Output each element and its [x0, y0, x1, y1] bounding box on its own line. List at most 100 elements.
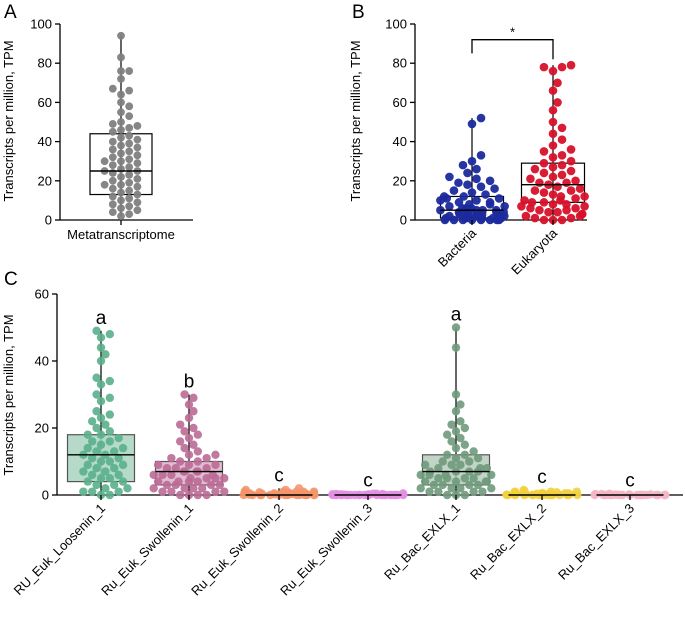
panel-c-group-letter: b	[184, 372, 195, 393]
panel-a-data-point	[125, 87, 133, 95]
panel-a-y-tick-label: 40	[38, 134, 52, 149]
panel-c-data-point	[114, 434, 122, 442]
panel-a-data-point	[109, 146, 117, 154]
panel-c-data-point	[185, 461, 193, 469]
panel-b-data-point	[454, 178, 463, 187]
panel-b-data-point	[481, 190, 490, 199]
panel-c-data-point	[92, 374, 100, 382]
panel-c-data-point	[452, 390, 460, 398]
panel-c-y-tick-label: 20	[35, 421, 49, 436]
panel-a-data-point	[125, 102, 133, 110]
panel-b-data-point	[477, 151, 486, 160]
panel-a-data-point	[133, 191, 141, 199]
panel-a-data-point	[133, 175, 141, 183]
panel-a-data-point	[117, 118, 125, 126]
panel-a-data-point	[109, 169, 117, 177]
panel-b-data-point	[549, 173, 558, 182]
panel-c-y-tick-label: 0	[42, 488, 49, 503]
panel-c-category-label: Ru_Bac_EXLX_1	[381, 501, 463, 583]
panel-c-category-label: Ru_Bac_EXLX_2	[467, 501, 549, 583]
panel-b-data-point	[553, 79, 562, 88]
panel-b-data-point	[571, 177, 580, 186]
panel-b-data-point	[549, 129, 558, 138]
panel-c-data-point	[295, 484, 303, 492]
panel-b-data-point	[549, 141, 558, 150]
panel-c-data-point	[434, 474, 442, 482]
panel-c-data-point	[211, 461, 219, 469]
panel-a-data-point	[133, 159, 141, 167]
panel-c-category-label: RU_Euk_Loosenin_1	[11, 501, 108, 598]
panel-b-data-point	[531, 186, 540, 195]
panel-a-y-tick-label: 20	[38, 173, 52, 188]
panel-a-data-point	[109, 120, 117, 128]
panel-b-y-tick-label: 0	[400, 213, 407, 228]
panel-a-data-point	[109, 161, 117, 169]
panel-a-data-point	[117, 204, 125, 212]
panel-c: C Transcripts per million, TPM 0204060RU…	[1, 269, 683, 599]
panel-a-data-point	[125, 112, 133, 120]
panel-a-data-point	[117, 165, 125, 173]
panel-b-data-point	[520, 196, 529, 205]
panel-b-data-point	[495, 194, 504, 203]
panel-c-data-point	[281, 486, 289, 494]
panel-a-data-point	[117, 212, 125, 220]
panel-b-data-point	[544, 208, 553, 217]
panel-a-data-point	[125, 210, 133, 218]
panel-b-data-point	[540, 198, 549, 207]
panel-b-data-point	[549, 190, 558, 199]
panel-label-c: C	[4, 269, 18, 290]
panel-b-data-point	[490, 184, 499, 193]
panel-c-data-point	[443, 431, 451, 439]
panel-c-data-point	[242, 486, 250, 494]
panel-b-data-point	[440, 192, 449, 201]
panel-b-data-point	[567, 61, 576, 70]
panel-b-data-point	[567, 157, 576, 166]
panel-b-category-label: Eukaryota	[508, 225, 561, 278]
panel-c-data-point	[176, 457, 184, 465]
panel-a-data-point	[109, 153, 117, 161]
panel-a-data-point	[125, 202, 133, 210]
panel-b-data-point	[459, 192, 468, 201]
panel-a-data-point	[125, 179, 133, 187]
panel-c-data-point	[119, 444, 127, 452]
panel-b-data-point	[549, 118, 558, 127]
panel-a-data-point	[117, 67, 125, 75]
panel-b-data-point	[553, 208, 562, 217]
panel-c-data-point	[167, 454, 175, 462]
panel-c-data-point	[154, 461, 162, 469]
panel-b-y-tick-label: 60	[393, 95, 407, 110]
panel-b-data-point	[486, 177, 495, 186]
panel-b-data-point	[540, 147, 549, 156]
panel-a-data-point	[133, 206, 141, 214]
panel-a-data-point	[109, 185, 117, 193]
panel-c-data-point	[270, 489, 278, 497]
panel-c-data-point	[597, 490, 605, 498]
panel-b-data-point	[549, 86, 558, 95]
panel-a-y-tick-label: 100	[30, 17, 52, 32]
panel-b-data-point	[463, 180, 472, 189]
panel-c-data-point	[97, 441, 105, 449]
panel-b-data-point	[472, 196, 481, 205]
panel-c-data-point	[174, 477, 182, 485]
panel-a-category-label: Metatranscriptome	[67, 227, 175, 242]
panel-c-data-point	[399, 489, 407, 497]
panel-a-data-point	[125, 132, 133, 140]
panel-b-data-point	[528, 198, 537, 207]
panel-a-data-point	[125, 155, 133, 163]
panel-a-data-point	[117, 149, 125, 157]
panel-a-data-point	[125, 163, 133, 171]
panel-c-data-point	[101, 484, 109, 492]
panel-b-y-tick-label: 100	[385, 17, 407, 32]
panel-b-y-axis-label: Transcripts per million, TPM	[348, 40, 363, 201]
panel-a-data-point	[109, 138, 117, 146]
panel-b-data-point	[445, 212, 454, 221]
panel-b-data-point	[571, 204, 580, 213]
panel-c-data-point	[176, 437, 184, 445]
panel-b-data-point	[557, 192, 566, 201]
panel-b-data-point	[540, 188, 549, 197]
panel-b: B Transcripts per million, TPM 0 20 40 60 80…	[348, 2, 589, 278]
panel-a-data-point	[109, 193, 117, 201]
panel-c-data-point	[456, 400, 464, 408]
panel-c-data-point	[211, 451, 219, 459]
panel-b-data-point	[459, 161, 468, 170]
